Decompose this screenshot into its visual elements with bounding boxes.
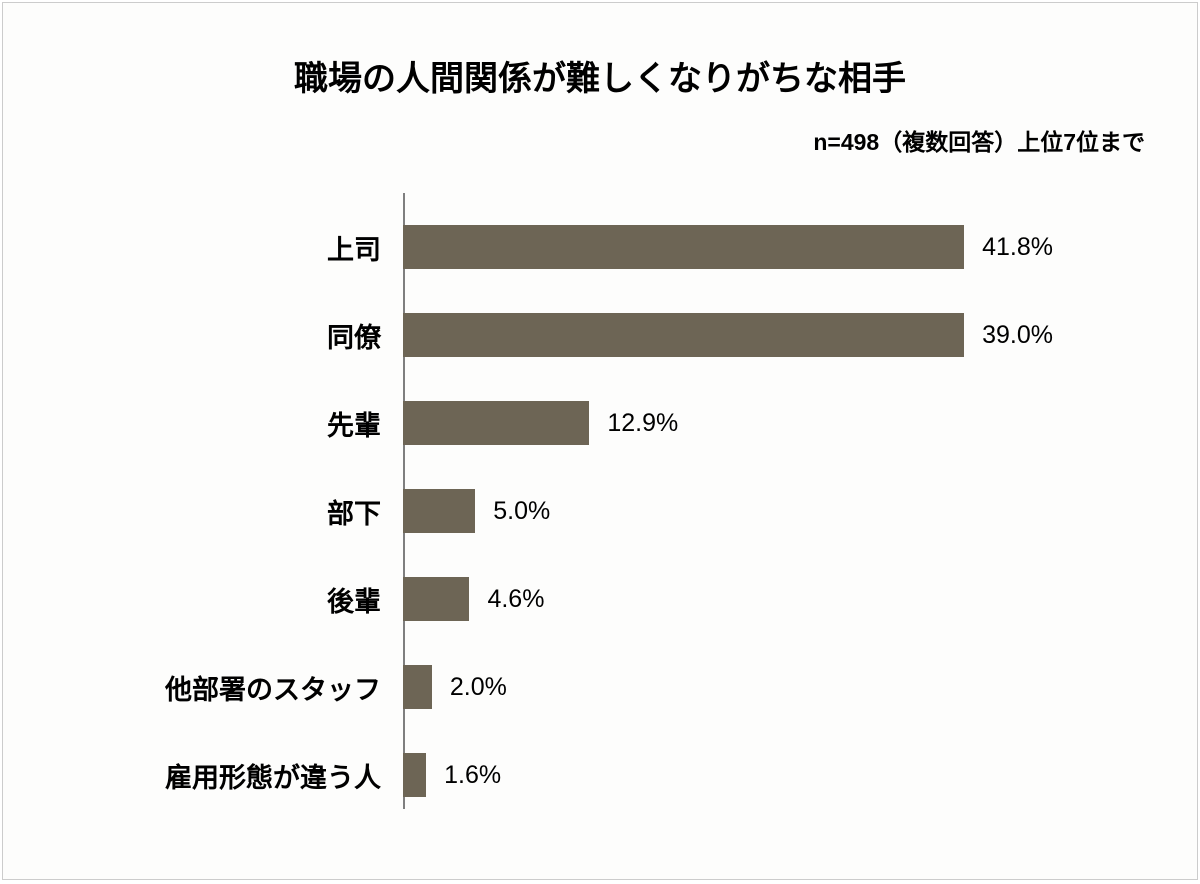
plot-region: 上司41.8% 同僚39.0% 先輩12.9% 部下5.0% 後輩4.6% 他部署のスタッ… (403, 203, 1053, 819)
bar-row: 先輩12.9% (403, 401, 1053, 445)
bar-row: 他部署のスタッフ2.0% (403, 665, 1053, 709)
category-label: 上司 (327, 228, 403, 267)
category-label: 同僚 (327, 316, 403, 355)
bar-row: 部下5.0% (403, 489, 1053, 533)
bar-row: 雇用形態が違う人1.6% (403, 753, 1053, 797)
bar (403, 313, 964, 357)
chart-frame: 職場の人間関係が難しくなりがちな相手 n=498（複数回答）上位7位まで 上司4… (2, 2, 1198, 880)
category-label: 後輩 (327, 580, 403, 619)
value-label: 5.0% (475, 497, 550, 526)
bar-rows: 上司41.8% 同僚39.0% 先輩12.9% 部下5.0% 後輩4.6% 他部署のスタッ… (403, 203, 1053, 819)
chart-area: 上司41.8%同僚39.0%先輩12.9%部下5.0%後輩4.6%他部署のスタッ… (63, 203, 1137, 819)
category-label: 雇用形態が違う人 (165, 756, 403, 795)
value-label: 4.6% (469, 585, 544, 614)
bar-row: 後輩4.6% (403, 577, 1053, 621)
bar (403, 753, 426, 797)
bar (403, 665, 432, 709)
bar-row: 上司41.8% (403, 225, 1053, 269)
bar (403, 577, 469, 621)
category-label: 先輩 (327, 404, 403, 443)
category-label: 他部署のスタッフ (165, 668, 403, 707)
value-label: 41.8% (964, 233, 1053, 262)
chart-subtitle: n=498（複数回答）上位7位まで (813, 123, 1145, 157)
bar (403, 401, 589, 445)
value-label: 12.9% (589, 409, 678, 438)
bar (403, 225, 964, 269)
bar (403, 489, 475, 533)
bar-row: 同僚39.0% (403, 313, 1053, 357)
category-label: 部下 (327, 492, 403, 531)
value-label: 39.0% (964, 321, 1053, 350)
value-label: 1.6% (426, 761, 501, 790)
value-label: 2.0% (432, 673, 507, 702)
chart-title: 職場の人間関係が難しくなりがちな相手 (3, 3, 1197, 100)
